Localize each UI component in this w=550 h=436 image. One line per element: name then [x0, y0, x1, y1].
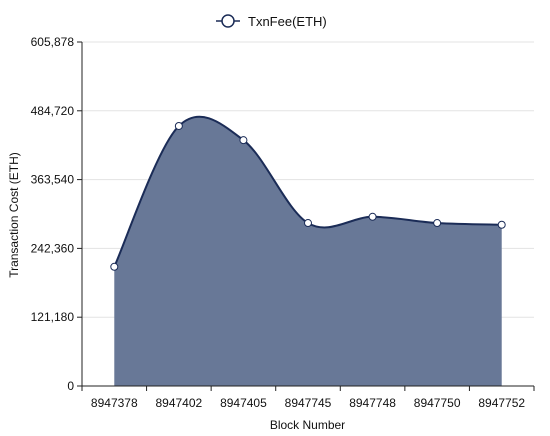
y-tick-label: 484,720	[31, 104, 75, 118]
x-tick-label: 8947745	[285, 396, 332, 410]
data-point-8947752	[497, 220, 506, 229]
y-tick-label: 0	[67, 379, 74, 393]
y-tick-label: 242,360	[31, 241, 75, 255]
x-tick-label: 8947402	[155, 396, 202, 410]
legend-marker-icon	[221, 14, 235, 28]
x-axis-ticks: 8947378 8947402 8947405 8947745 8947748 89477…	[81, 386, 535, 410]
y-axis-title: Transaction Cost (ETH)	[7, 152, 21, 278]
x-tick-label: 8947405	[220, 396, 267, 410]
data-points	[110, 121, 506, 271]
data-point-8947750	[433, 219, 442, 228]
y-tick-label: 363,540	[31, 173, 75, 187]
data-point-8947378	[110, 262, 119, 271]
legend: TxnFee(ETH)	[216, 14, 327, 29]
x-tick-label: 8947750	[414, 396, 461, 410]
data-point-8947748	[368, 212, 377, 221]
y-tick-label: 121,180	[31, 310, 75, 324]
legend-label: TxnFee(ETH)	[248, 14, 327, 29]
x-tick-label: 8947748	[349, 396, 396, 410]
y-tick-label: 605,878	[31, 35, 75, 49]
x-axis-title: Block Number	[270, 418, 345, 432]
x-tick-label: 8947752	[478, 396, 525, 410]
area-fill	[114, 116, 502, 387]
data-point-8947402	[174, 121, 183, 130]
data-point-8947405	[239, 136, 248, 145]
y-axis-ticks: 0 121,180 242,360 363,540 484,720 605,878	[31, 35, 82, 393]
axes	[81, 42, 534, 387]
data-point-8947745	[304, 219, 312, 228]
x-tick-label: 8947378	[91, 396, 138, 410]
